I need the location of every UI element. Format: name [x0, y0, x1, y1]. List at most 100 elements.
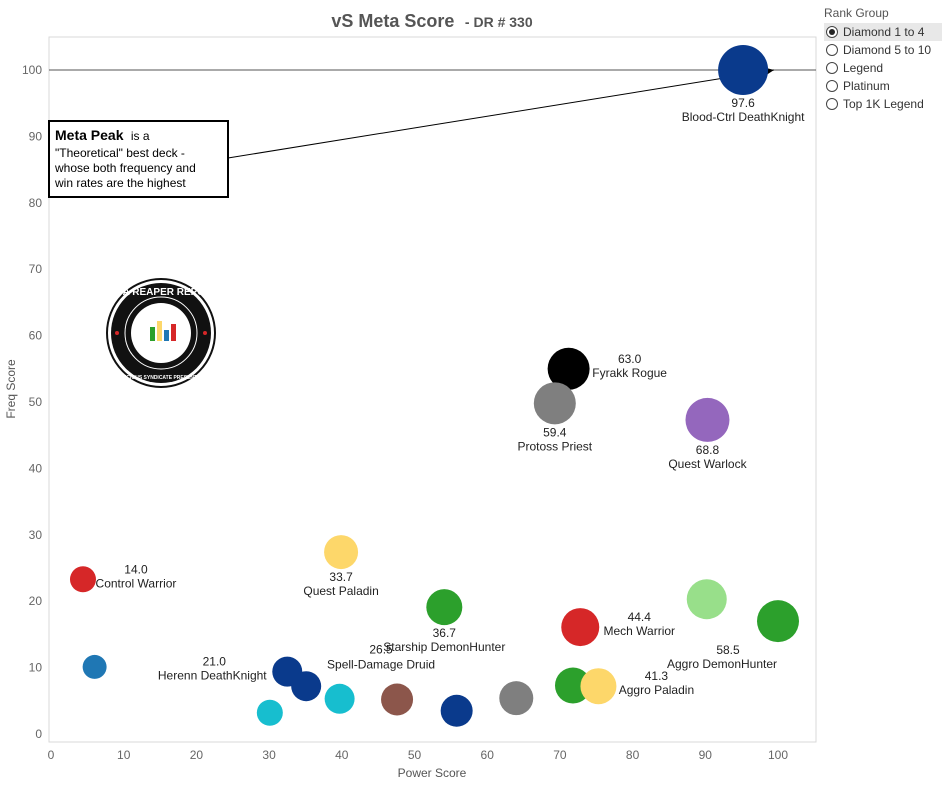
data-point: [561, 608, 600, 647]
chart-title-sub: - DR # 330: [465, 14, 533, 30]
annotation-box: [48, 120, 229, 198]
rank-group-option[interactable]: Diamond 5 to 10: [824, 41, 942, 59]
point-name-label: Mech Warrior: [603, 624, 675, 638]
data-point: [324, 535, 359, 570]
annotation-line-1-text: is a: [131, 129, 150, 143]
data-point: [499, 681, 534, 716]
point-name-label: Spell-Damage Druid: [327, 657, 435, 671]
y-tick-label: 10: [29, 661, 43, 675]
x-tick-label: 50: [408, 748, 422, 762]
radio-button-icon[interactable]: [826, 44, 838, 56]
radio-button-icon[interactable]: [826, 98, 838, 110]
point-score-label: 59.4: [543, 425, 567, 439]
y-tick-label: 0: [35, 727, 42, 741]
logo-subtext: VICIOUS SYNDICATE PRESENTS: [122, 375, 201, 381]
data-point: [686, 579, 727, 620]
point-name-label: Herenn DeathKnight: [158, 669, 267, 683]
radio-button-icon[interactable]: [826, 80, 838, 92]
point-score-label: 14.0: [124, 562, 148, 576]
data-point: [554, 667, 591, 704]
y-tick-label: 70: [29, 262, 43, 276]
data-point: [440, 694, 473, 727]
data-point: [757, 600, 799, 643]
point-score-label: 68.8: [696, 443, 720, 457]
chart-title: vS Meta Score - DR # 330: [331, 11, 532, 31]
y-tick-label: 60: [29, 329, 43, 343]
meta-peak-annotation: Meta Peak is a "Theoretical" best deck -…: [48, 67, 775, 198]
x-tick-label: 20: [190, 748, 204, 762]
rank-group-option-label: Diamond 1 to 4: [843, 25, 925, 39]
x-tick-label: 10: [117, 748, 131, 762]
data-point: [324, 683, 355, 714]
data-point: [69, 566, 96, 593]
rank-group-legend: Rank Group Diamond 1 to 4 Diamond 5 to 10…: [824, 6, 942, 113]
legend-options: Diamond 1 to 4 Diamond 5 to 10 Legend Plati…: [824, 23, 942, 113]
legend-title: Rank Group: [824, 6, 889, 20]
y-tick-label: 20: [29, 594, 43, 608]
point-score-label: 63.0: [618, 352, 642, 366]
rank-group-option-label: Platinum: [843, 79, 890, 93]
x-tick-label: 70: [553, 748, 567, 762]
rank-group-option-label: Diamond 5 to 10: [843, 43, 932, 57]
radio-button-icon[interactable]: [826, 62, 838, 74]
point-name-label: Fyrakk Rogue: [592, 366, 667, 380]
x-tick-label: 0: [48, 748, 55, 762]
point-name-label: Quest Warlock: [668, 457, 747, 471]
y-tick-label: 90: [29, 129, 43, 143]
x-axis-title: Power Score: [398, 766, 467, 780]
annotation-line-1: Meta Peak is a: [55, 127, 150, 143]
y-tick-label: 100: [22, 63, 42, 77]
rank-group-option[interactable]: Platinum: [824, 77, 942, 95]
x-tick-label: 60: [481, 748, 495, 762]
point-name-label: Aggro Paladin: [619, 683, 694, 697]
data-point: [580, 668, 617, 705]
rank-group-option[interactable]: Diamond 1 to 4: [824, 23, 942, 41]
data-point: [381, 683, 414, 716]
data-point: [685, 397, 730, 442]
data-point: [533, 382, 576, 425]
annotation-arrow: [227, 69, 775, 159]
data-point: [718, 45, 769, 95]
logo-text: DATA REAPER REPORT: [104, 287, 219, 298]
point-score-label: 58.5: [716, 643, 740, 657]
point-score-label: 36.7: [433, 626, 457, 640]
x-tick-label: 80: [626, 748, 640, 762]
point-score-label: 21.0: [203, 655, 227, 669]
rank-group-option-label: Top 1K Legend: [843, 97, 924, 111]
y-tick-label: 40: [29, 461, 43, 475]
x-tick-label: 40: [335, 748, 349, 762]
chart-title-main: vS Meta Score: [331, 11, 454, 31]
rank-group-option[interactable]: Top 1K Legend: [824, 95, 942, 113]
point-score-label: 33.7: [329, 570, 353, 584]
rank-group-option[interactable]: Legend: [824, 59, 942, 77]
point-score-label: 41.3: [645, 669, 669, 683]
point-score-label: 26.5: [369, 642, 393, 656]
x-tick-label: 30: [262, 748, 276, 762]
x-tick-label: 100: [768, 748, 788, 762]
point-name-label: Control Warrior: [96, 576, 177, 590]
data-point: [256, 699, 283, 726]
y-tick-label: 30: [29, 528, 43, 542]
point-name-label: Aggro DemonHunter: [667, 657, 777, 671]
y-axis-title: Freq Score: [4, 359, 18, 419]
y-tick-label: 80: [29, 196, 43, 210]
radio-button-icon[interactable]: [826, 26, 838, 38]
annotation-bold: Meta Peak: [55, 127, 124, 143]
point-score-label: 97.6: [731, 96, 755, 110]
x-tick-label: 90: [699, 748, 713, 762]
data-point: [82, 654, 107, 679]
point-score-label: 44.4: [628, 610, 652, 624]
rank-group-option-label: Legend: [843, 61, 884, 75]
annotation-line-4: win rates are the highest: [54, 176, 186, 190]
plot-area: [48, 36, 817, 743]
data-point: [291, 671, 322, 702]
data-point: [547, 347, 590, 390]
point-name-label: Blood-Ctrl DeathKnight: [682, 110, 805, 124]
data-point: [426, 589, 463, 626]
y-tick-label: 50: [29, 395, 43, 409]
x-axis: 0 10 20 30 40 50 60 70 80 90 100: [48, 748, 789, 762]
point-name-label: Quest Paladin: [303, 584, 378, 598]
annotation-line-3: whose both frequency and: [54, 161, 196, 175]
